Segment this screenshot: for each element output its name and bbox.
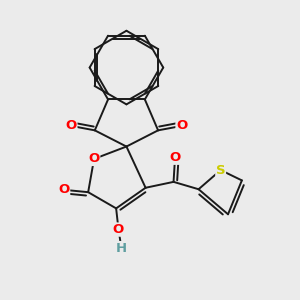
Text: O: O: [66, 119, 77, 132]
Text: O: O: [176, 119, 187, 132]
Text: H: H: [116, 242, 127, 255]
Text: O: O: [169, 151, 181, 164]
Text: O: O: [88, 152, 100, 165]
Text: O: O: [113, 223, 124, 236]
Text: O: O: [58, 183, 70, 196]
Text: S: S: [216, 164, 226, 177]
